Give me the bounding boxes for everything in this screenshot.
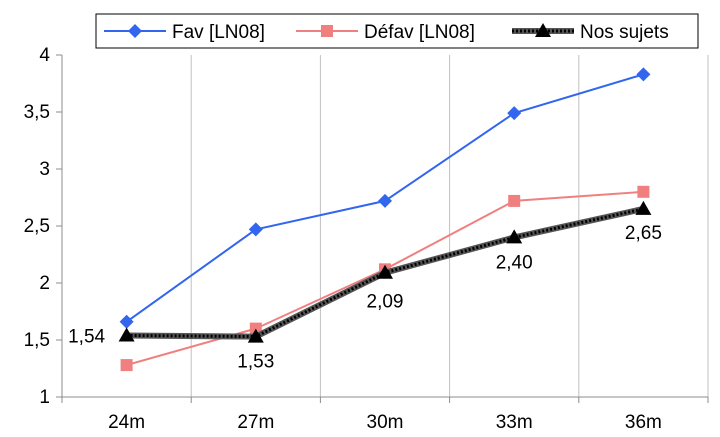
series-3	[118, 200, 652, 343]
y-tick-label: 1	[39, 387, 50, 408]
legend-box	[95, 13, 699, 49]
data-point	[635, 200, 652, 215]
legend-entry-3: Nos sujets	[512, 22, 669, 43]
y-tick-label: 1,5	[24, 330, 50, 351]
y-tick-label: 2	[39, 273, 50, 294]
data-label: 2,09	[367, 292, 404, 313]
legend-label: Fav [LN08]	[172, 22, 265, 43]
data-point	[119, 314, 134, 329]
data-label: 1,54	[68, 326, 105, 347]
y-tick-label: 3,5	[24, 102, 50, 123]
axes	[61, 55, 708, 398]
data-label: 2,65	[625, 223, 662, 244]
data-point	[118, 327, 135, 342]
x-tick-label: 36m	[625, 412, 662, 433]
data-labels: 1,54 1,53 2,09 2,40 2,65	[68, 223, 662, 373]
legend-entry-2: Défav [LN08]	[296, 22, 475, 43]
legend: Fav [LN08] Défav [LN08] Nos sujets	[95, 13, 699, 49]
data-point	[377, 264, 393, 279]
data-point	[637, 185, 650, 198]
data-point	[248, 222, 263, 237]
data-label: 1,53	[237, 352, 274, 373]
legend-entry-1: Fav [LN08]	[104, 22, 265, 43]
data-point	[507, 106, 522, 121]
data-label: 2,40	[496, 252, 533, 273]
data-point	[378, 193, 392, 208]
x-tick-labels: 24m 27m 30m 33m 36m	[61, 397, 709, 433]
data-point	[508, 194, 521, 207]
y-tick-label: 3	[39, 159, 50, 180]
data-point	[120, 359, 133, 372]
legend-marker	[128, 24, 142, 38]
x-tick-label: 27m	[237, 412, 274, 433]
legend-label: Nos sujets	[580, 22, 669, 43]
x-tick-label: 24m	[108, 412, 145, 433]
series-1	[119, 67, 651, 329]
y-tick-label: 4	[39, 45, 50, 66]
data-point	[247, 328, 264, 343]
legend-marker	[321, 25, 333, 37]
data-point	[506, 229, 523, 244]
grid	[190, 55, 709, 397]
y-tick-labels: 1 1,5 2 2,5 3 3,5 4	[24, 45, 62, 408]
series	[118, 67, 652, 372]
data-point	[636, 67, 651, 82]
legend-label: Défav [LN08]	[364, 22, 475, 43]
y-tick-label: 2,5	[24, 216, 50, 237]
x-tick-label: 30m	[367, 412, 404, 433]
legend-marker	[535, 23, 551, 37]
x-tick-label: 33m	[496, 412, 533, 433]
